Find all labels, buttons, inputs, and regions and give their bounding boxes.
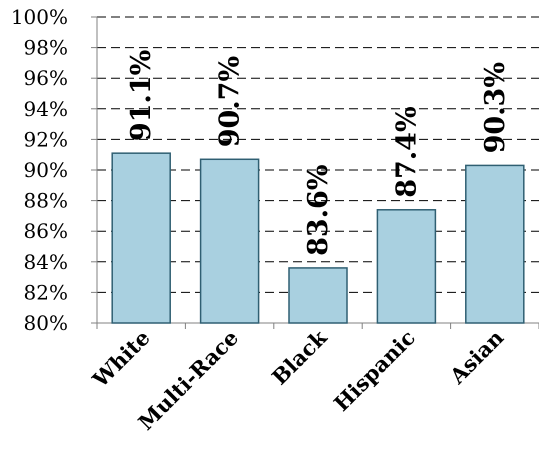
y-tick-label: 82%	[24, 280, 68, 304]
data-label: 90.3%	[480, 62, 511, 153]
y-tick-label: 100%	[11, 5, 68, 29]
category-label: Black	[267, 325, 332, 390]
y-tick-label: 84%	[24, 250, 68, 274]
bars	[111, 152, 525, 324]
bar-white	[111, 152, 171, 324]
category-label: White	[87, 325, 155, 393]
category-label: Asian	[444, 325, 508, 389]
bar-asian	[465, 164, 525, 324]
data-label: 90.7%	[215, 56, 246, 147]
data-label: 91.1%	[126, 50, 157, 141]
data-label: 83.6%	[303, 164, 334, 255]
y-tick-label: 96%	[24, 66, 68, 90]
y-tick-label: 92%	[24, 127, 68, 151]
y-tick-label: 86%	[24, 219, 68, 243]
y-tick-label: 88%	[24, 189, 68, 213]
bar-black	[288, 267, 348, 324]
bar-hispanic	[376, 209, 437, 324]
category-label: Hispanic	[329, 325, 420, 416]
y-tick-label: 80%	[24, 311, 68, 335]
data-label: 87.4%	[391, 106, 422, 197]
y-tick-label: 98%	[24, 36, 68, 60]
y-tick-label: 94%	[24, 97, 68, 121]
bar-multi-race	[199, 158, 260, 324]
y-tick-labels: 80% 82% 84% 86% 88% 90% 92% 94% 96% 98% 100%	[11, 5, 68, 335]
y-tick-label: 90%	[24, 158, 68, 182]
data-labels: 91.1% 90.7% 83.6% 87.4% 90.3%	[126, 50, 511, 256]
